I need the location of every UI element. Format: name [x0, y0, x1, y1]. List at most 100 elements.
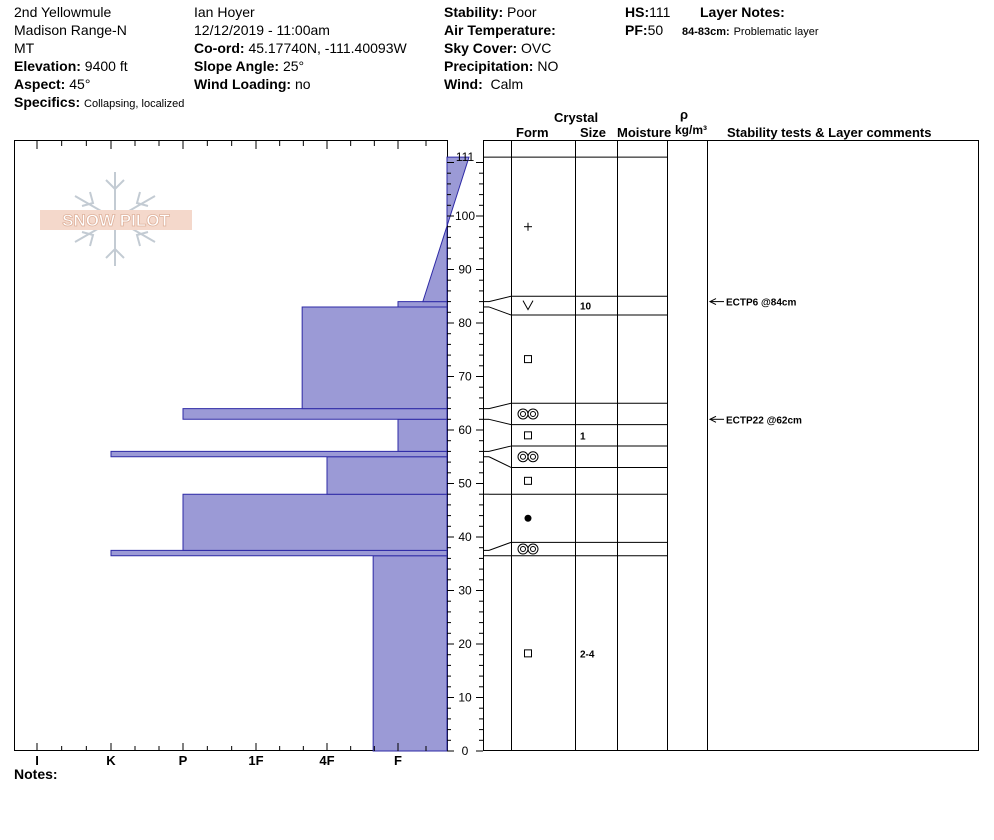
- hardness-layers: [110, 156, 470, 752]
- stability-test-label: ECTP6 @84cm: [726, 298, 796, 309]
- depth-label: 111: [456, 150, 475, 164]
- grain-size: 2-4: [580, 649, 595, 660]
- grain-form-ring: [530, 546, 536, 553]
- layer-connector: [488, 418, 512, 426]
- slope-label: Slope Angle:: [194, 58, 280, 74]
- stability-arrow-head: [708, 415, 717, 423]
- depth-label: 70: [458, 370, 472, 384]
- hardness-label: I: [35, 753, 39, 768]
- aspect-label: Aspect:: [14, 76, 66, 92]
- slope-field: Slope Angle: 25°: [194, 57, 304, 75]
- layer-connector: [488, 445, 512, 452]
- layer-connector: [488, 295, 512, 303]
- depth-label: 100: [455, 209, 475, 223]
- hardness-label: P: [178, 753, 188, 768]
- observation-datetime: 12/12/2019 - 11:00am: [194, 22, 330, 38]
- hardness-label: F: [394, 753, 402, 768]
- pf-field: PF:50: [625, 21, 663, 39]
- grain-layers: 2-4 1 10: [483, 156, 667, 660]
- hardness-layer: [301, 306, 448, 410]
- air-temp-field: Air Temperature:: [444, 21, 556, 39]
- grain-size: 1: [580, 431, 586, 442]
- coord-field: Co-ord: 45.17740N, -111.40093W: [194, 39, 407, 57]
- wind-field: Wind: Calm: [444, 75, 523, 93]
- grain-form-square: [524, 431, 532, 440]
- stability-test-label: ECTP22 @62cm: [726, 415, 802, 426]
- column-rho: ρ: [680, 107, 689, 122]
- grain-form-ring: [530, 410, 536, 417]
- aspect-field: Aspect: 45°: [14, 75, 90, 93]
- aspect-value: 45°: [69, 76, 91, 92]
- column-stability-tests: Stability tests & Layer comments: [727, 125, 932, 140]
- stability-arrow-head: [708, 298, 717, 306]
- grain-form-ring: [527, 408, 539, 420]
- grain-form-ring: [527, 451, 539, 463]
- grain-form-ring: [520, 546, 526, 553]
- grain-form-square: [524, 355, 532, 364]
- site-range: Madison Range-N: [14, 22, 127, 38]
- depth-label: 80: [458, 316, 472, 330]
- layer-connector: [488, 456, 512, 468]
- coord-label: Co-ord:: [194, 40, 245, 56]
- depth-label: 90: [458, 263, 472, 277]
- coord-value: 45.17740N, -111.40093W: [248, 40, 407, 56]
- grain-form-ring: [530, 453, 536, 460]
- wind-loading-field: Wind Loading: no: [194, 75, 311, 93]
- column-form: Form: [516, 125, 549, 140]
- hardness-ticks: [36, 141, 427, 751]
- hardness-layer: [397, 418, 448, 452]
- layer-connector: [488, 306, 512, 316]
- hardness-label: 1F: [248, 753, 264, 768]
- hardness-layer: [422, 156, 470, 303]
- stability-field: Stability: Poor: [444, 3, 537, 21]
- stability-value: Poor: [507, 4, 537, 20]
- depth-axis: 0 10 20 30 40 50 60 70 80 90 100 111: [447, 150, 483, 758]
- grain-form-ring: [527, 543, 539, 555]
- grain-form-ring: [520, 453, 526, 460]
- hs-label: HS:: [625, 4, 650, 20]
- stability-marks: ECTP6 @84cm ECTP22 @62cm: [708, 298, 802, 426]
- hardness-layer: [397, 301, 448, 308]
- depth-label: 50: [458, 477, 472, 491]
- column-size: Size: [580, 125, 607, 140]
- notes-label: Notes:: [14, 766, 58, 782]
- grain-form-dot: [524, 514, 532, 522]
- pf-value: 50: [647, 22, 664, 38]
- hardness-layer: [182, 408, 448, 420]
- grain-form-ring: [517, 451, 529, 463]
- specifics-value: Collapsing, localized: [84, 98, 185, 110]
- specifics-label: Specifics:: [14, 94, 81, 110]
- depth-label: 20: [458, 637, 472, 651]
- wind-loading-value: no: [294, 76, 311, 92]
- slope-value: 25°: [282, 58, 305, 74]
- hardness-layer: [182, 493, 448, 551]
- depth-label: 60: [458, 423, 472, 437]
- hardness-label: K: [106, 753, 116, 768]
- grain-form-v: [522, 300, 534, 311]
- layer-note-depth: 84-83cm:: [682, 26, 730, 38]
- stability-label: Stability:: [444, 4, 504, 20]
- hardness-layer: [326, 456, 448, 495]
- hardness-label: 4F: [319, 753, 335, 768]
- elevation-field: Elevation: 9400 ft: [14, 57, 128, 75]
- sky-field: Sky Cover: OVC: [444, 39, 551, 57]
- layer-note: 84-83cm: Problematic layer: [682, 21, 819, 41]
- sky-label: Sky Cover:: [444, 40, 518, 56]
- layer-notes-label: Layer Notes:: [700, 4, 785, 20]
- snowpilot-logo: SNOW PILOT: [40, 172, 192, 266]
- hardness-layer: [372, 555, 448, 752]
- grain-form-ring: [520, 410, 526, 417]
- depth-label: 10: [458, 691, 472, 705]
- depth-label: 30: [458, 584, 472, 598]
- grain-form-ring: [517, 408, 529, 420]
- wind-label: Wind:: [444, 76, 483, 92]
- grain-table-frame: [483, 140, 979, 751]
- grain-form-square: [524, 476, 532, 485]
- grain-form-ring: [517, 543, 529, 555]
- site-state: MT: [14, 40, 35, 56]
- pf-label: PF:: [625, 22, 648, 38]
- depth-label: 0: [462, 744, 469, 758]
- precip-value: NO: [537, 58, 559, 74]
- hardness-layer: [110, 450, 448, 458]
